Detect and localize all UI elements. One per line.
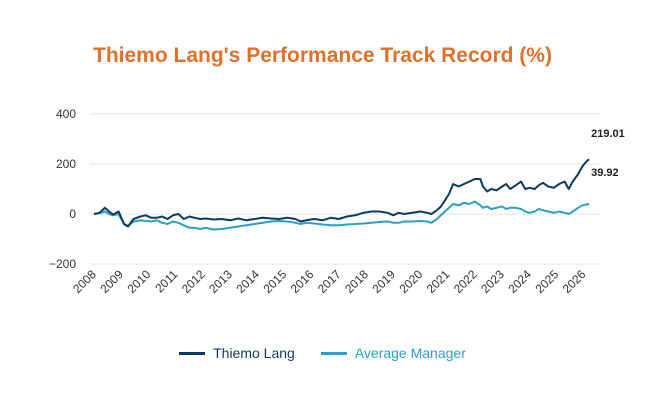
x-tick-label: 2014	[233, 267, 262, 296]
x-tick-label: 2010	[125, 267, 154, 296]
x-tick-label: 2019	[369, 267, 398, 296]
x-tick-label: 2020	[397, 267, 426, 296]
x-tick-label: 2023	[478, 267, 507, 296]
x-tick-label: 2015	[261, 267, 290, 296]
legend-item-thiemo-lang[interactable]: Thiemo Lang	[179, 345, 295, 361]
legend-label-thiemo-lang: Thiemo Lang	[213, 345, 295, 361]
x-tick-label: 2025	[533, 267, 562, 296]
series-line-thiemo-lang	[93, 158, 590, 228]
legend-item-average-manager[interactable]: Average Manager	[320, 345, 466, 361]
end-label-thiemo-lang: 219.01	[591, 128, 625, 140]
y-tick-label: 400	[56, 107, 76, 121]
legend-swatch-average-manager	[320, 351, 347, 355]
y-tick-label: −200	[49, 257, 76, 271]
legend-swatch-thiemo-lang	[179, 351, 206, 355]
x-tick-label: 2016	[288, 267, 317, 296]
y-tick-label: 0	[69, 207, 76, 221]
chart-title: Thiemo Lang's Performance Track Record (…	[93, 44, 552, 67]
x-tick-label: 2018	[342, 267, 371, 296]
x-tick-label: 2008	[70, 267, 99, 296]
x-tick-label: 2024	[505, 267, 534, 296]
x-tick-label: 2022	[451, 267, 480, 296]
series-line-average-manager	[93, 200, 590, 231]
x-tick-label: 2026	[560, 267, 589, 296]
x-tick-label: 2009	[97, 267, 126, 296]
legend-label-average-manager: Average Manager	[354, 345, 466, 361]
x-tick-label: 2013	[206, 267, 235, 296]
x-tick-label: 2011	[152, 267, 180, 295]
x-tick-label: 2012	[179, 267, 208, 296]
chart-legend: Thiemo Lang Average Manager	[0, 345, 645, 361]
y-tick-label: 200	[56, 157, 76, 171]
x-tick-label: 2017	[315, 267, 344, 296]
end-label-average-manager: 39.92	[591, 167, 619, 179]
x-tick-label: 2021	[424, 267, 453, 296]
